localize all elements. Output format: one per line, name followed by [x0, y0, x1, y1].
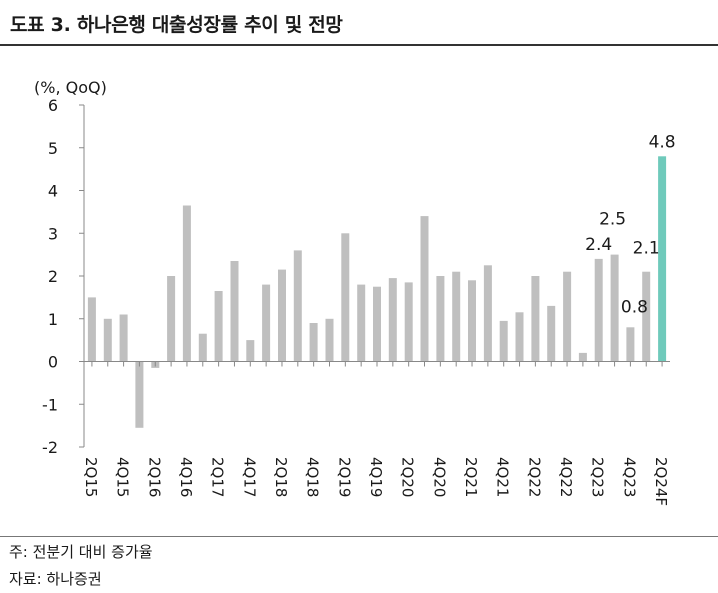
bar-3Q16 — [167, 276, 176, 362]
bar-3Q20 — [420, 216, 429, 362]
bar-4Q15 — [119, 314, 128, 362]
bar-2Q20 — [404, 282, 413, 362]
data-label-4Q23: 0.8 — [621, 298, 648, 318]
y-tick-label: 5 — [48, 139, 58, 158]
footnote: 주: 전분기 대비 증가율 — [9, 543, 153, 561]
x-tick-label: 2Q21 — [462, 457, 480, 497]
x-tick-label: 2Q24F — [652, 457, 670, 506]
bar-4Q23 — [626, 327, 635, 362]
bar-1Q22 — [515, 312, 524, 362]
bar-3Q21 — [483, 265, 492, 362]
y-tick-labels: -2 -1 0 1 2 3 4 5 6 — [42, 96, 58, 457]
bar-3Q22 — [547, 305, 556, 362]
bar-1Q17 — [198, 333, 207, 362]
page-title: 도표 3. 하나은행 대출성장률 추이 및 전망 — [10, 14, 343, 36]
axes — [79, 104, 670, 448]
footer-divider — [0, 536, 718, 537]
bar-3Q18 — [293, 250, 302, 362]
x-tick-label: 2Q23 — [589, 457, 607, 497]
x-tick-label: 2Q20 — [399, 457, 417, 497]
y-tick-label: 0 — [48, 353, 58, 372]
bar-group — [87, 156, 667, 428]
bar-2Q24F — [658, 156, 667, 362]
x-tick-label: 4Q23 — [620, 457, 638, 497]
y-tick-label: -2 — [42, 438, 58, 457]
data-label-2Q24F: 4.8 — [649, 132, 676, 152]
bar-1Q19 — [325, 318, 334, 362]
bar-2Q23 — [594, 258, 603, 362]
x-tick-label: 4Q22 — [557, 457, 575, 497]
source-note: 자료: 하나증권 — [9, 570, 102, 588]
bar-2Q17 — [214, 291, 223, 362]
y-tick-label: 3 — [48, 224, 58, 243]
bar-1Q23 — [578, 352, 587, 362]
x-tick-label: 2Q22 — [525, 457, 543, 497]
x-tick-label: 4Q18 — [304, 457, 322, 497]
y-tick-label: 6 — [48, 96, 58, 115]
bar-4Q21 — [499, 320, 508, 362]
data-label-1Q24: 2.1 — [633, 239, 660, 259]
y-tick-label: 1 — [48, 310, 58, 329]
bar-2Q21 — [468, 280, 476, 362]
bar-3Q17 — [230, 261, 239, 362]
x-tick-label: 4Q16 — [177, 457, 195, 497]
x-tick-label: 4Q21 — [494, 457, 512, 497]
y-tick-label: -1 — [42, 395, 58, 414]
y-tick-label: 2 — [48, 267, 58, 286]
bar-1Q18 — [262, 284, 271, 362]
x-tick-label: 4Q17 — [240, 457, 258, 497]
x-tick-label: 2Q19 — [335, 457, 353, 497]
title-divider — [0, 44, 718, 46]
bar-1Q21 — [452, 271, 461, 362]
bar-3Q23 — [610, 254, 619, 362]
x-tick-labels: 2Q15 4Q15 2Q16 4Q16 2Q17 4Q17 2Q18 4Q18 2Q19 4Q19… — [82, 457, 670, 506]
x-tick-label: 2Q17 — [209, 457, 227, 497]
bar-4Q16 — [182, 205, 191, 362]
bar-2Q15 — [87, 297, 96, 362]
y-tick-label: 4 — [48, 182, 58, 201]
bar-1Q16 — [135, 361, 144, 428]
x-tick-label: 4Q15 — [114, 457, 132, 497]
data-label-2Q23: 2.4 — [585, 235, 612, 255]
bar-4Q22 — [563, 271, 572, 362]
bar-4Q19 — [373, 286, 381, 362]
x-tick-label: 4Q20 — [430, 457, 448, 497]
x-tick-label: 2Q18 — [272, 457, 290, 497]
x-tick-label: 2Q16 — [145, 457, 163, 497]
bar-4Q18 — [309, 323, 318, 362]
bar-4Q17 — [246, 340, 255, 362]
bar-4Q20 — [436, 276, 445, 362]
bar-3Q19 — [357, 284, 366, 362]
y-axis-unit-label: (%, QoQ) — [34, 78, 107, 97]
bar-2Q22 — [531, 276, 540, 362]
x-tick-label: 4Q19 — [367, 457, 385, 497]
bar-2Q18 — [278, 269, 286, 362]
bar-2Q19 — [341, 233, 350, 362]
bar-1Q20 — [388, 278, 397, 362]
x-tick-label: 2Q15 — [82, 457, 100, 497]
data-labels: 2.4 2.5 0.8 2.1 4.8 — [585, 132, 675, 317]
data-label-3Q23: 2.5 — [599, 210, 626, 230]
bar-1Q24 — [642, 271, 651, 362]
bar-3Q15 — [103, 318, 112, 362]
